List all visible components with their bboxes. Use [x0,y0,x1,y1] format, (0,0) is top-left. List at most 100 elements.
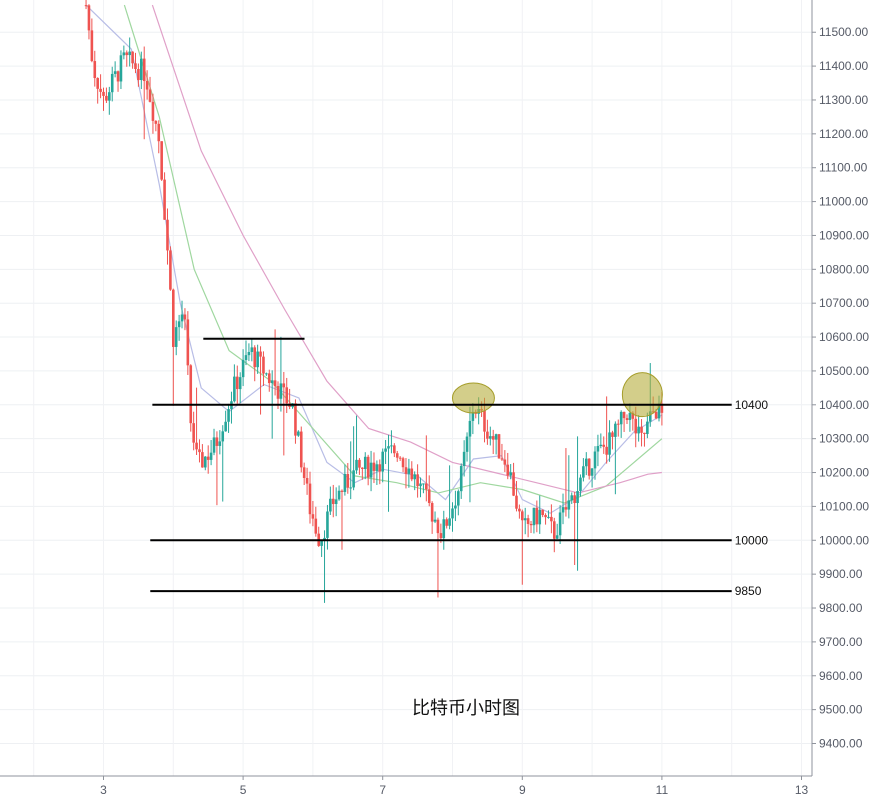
candle-up [451,508,454,519]
candle-up [567,500,571,510]
candle-up [349,487,353,489]
y-tick-label: 11300.00 [819,93,868,107]
y-tick-label: 9500.00 [819,703,863,717]
candle-down [439,533,443,539]
moving-average-line-3 [151,4,662,494]
candle-down [622,411,626,419]
candle-up [407,468,411,474]
level-label: 10400 [735,398,769,412]
candle-up [203,456,207,468]
candle-down [602,444,606,447]
candle-up [250,347,254,352]
candle-up [334,499,338,505]
candle-down [550,516,553,522]
candle-down [299,431,303,468]
y-tick-label: 9600.00 [819,669,863,683]
candle-up [637,426,640,434]
candle-down [611,432,614,437]
candle-down [587,458,591,476]
candle-down [654,411,658,419]
candle-down [521,511,524,521]
level-label: 10000 [735,533,769,547]
candle-down [282,383,286,388]
candle-up [355,459,358,471]
candle-down [137,68,140,81]
candle-up [233,376,236,402]
candle-up [462,451,466,466]
candle-up [113,71,117,74]
candle-up [209,452,213,460]
moving-average-line-2 [123,4,663,504]
candle-down [552,521,556,539]
moving-averages [85,4,663,514]
candle-down [102,91,105,96]
candle-down [491,436,495,440]
candle-down [331,498,335,505]
y-tick-label: 11500.00 [819,25,868,39]
candle-down [308,483,312,515]
candle-down [393,445,396,454]
candle-down [340,490,344,492]
candle-down [518,508,521,512]
candle-up [608,432,611,455]
candle-up [180,314,184,322]
candle-up [174,327,178,347]
candle-down [276,386,280,399]
candle-up [369,462,373,478]
candle-up [579,477,582,492]
candle-up [218,441,222,446]
y-tick-label: 9700.00 [819,635,863,649]
candle-down [643,432,646,435]
candle-up [509,472,512,476]
candle-down [145,81,149,90]
candle-up [646,421,649,435]
candle-up [177,321,181,328]
candle-down [215,437,219,446]
candle-up [523,518,527,521]
candle-down [160,141,163,180]
candle-down [93,61,97,79]
candle-up [628,412,632,421]
candle-down [503,459,507,465]
candle-down [640,426,643,433]
candle-down [253,347,257,368]
candle-down [506,464,510,476]
candle-down [201,452,204,468]
candle-down [302,467,306,479]
x-tick-label: 5 [240,783,247,797]
y-tick-label: 9900.00 [819,567,863,581]
y-tick-label: 10300.00 [819,432,869,446]
y-tick-label: 10200.00 [819,466,869,480]
candle-up [558,512,562,536]
candle-down [366,456,370,478]
candle-down [535,507,539,525]
candle-down [142,58,146,82]
y-tick-label: 10400.00 [819,398,869,412]
x-tick-label: 3 [100,783,107,797]
candle-down [314,518,318,534]
candle-up [323,537,326,541]
candle-up [241,359,245,378]
candle-down [430,503,434,522]
level-lines: 10400 10000 9850 [150,337,769,598]
highlight-circle-2 [621,372,663,418]
candle-up [532,507,536,526]
candle-down [616,423,620,425]
candle-down [87,5,91,31]
candle-down [625,418,629,421]
candle-up [224,421,227,432]
y-tick-label: 11200.00 [819,127,868,141]
candle-down [189,365,193,424]
y-tick-label: 9400.00 [819,737,863,751]
candle-down [99,88,102,92]
candle-up [419,483,422,487]
candle-up [599,444,603,447]
y-tick-label: 10600.00 [819,330,869,344]
candle-down [401,458,405,468]
candle-down [358,459,361,468]
candle-down [526,518,530,524]
y-tick-label: 10800.00 [819,262,869,276]
highlights [451,372,663,418]
candle-down [416,474,419,487]
candle-up [128,51,131,56]
